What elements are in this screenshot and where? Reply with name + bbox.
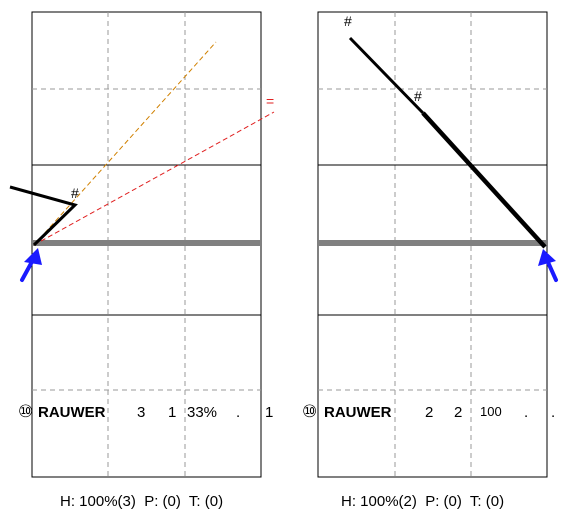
right-arrow-icon xyxy=(538,249,558,282)
left-circled-number: ⑩ xyxy=(18,402,33,421)
left-equal-sign: = xyxy=(266,93,274,109)
right-stat-2: 2 xyxy=(454,404,462,421)
right-stat-1: 2 xyxy=(425,404,433,421)
left-stat-3: 33% xyxy=(187,404,217,421)
left-stat-1: 3 xyxy=(137,404,145,421)
right-path-thick xyxy=(421,111,547,249)
left-player-name: RAUWER xyxy=(38,404,106,421)
left-stat-4: . xyxy=(236,404,240,421)
left-footer: H: 100%(3) P: (0) T: (0) xyxy=(60,493,223,510)
left-dashed-grid xyxy=(32,12,261,477)
right-marker-label-2: # xyxy=(414,88,422,104)
right-footer: H: 100%(2) P: (0) T: (0) xyxy=(341,493,504,510)
left-orange-projection xyxy=(33,41,217,246)
right-stat-4: . xyxy=(524,404,528,421)
left-path xyxy=(9,185,78,247)
left-stat-2: 1 xyxy=(168,404,176,421)
left-row-label: ⑩ RAUWER 3 1 33% . 1 xyxy=(18,402,273,421)
right-marker-label-1: # xyxy=(344,13,352,29)
right-panel: # # ⑩ RAUWER 2 2 100 . . H: 100%(2) P: (… xyxy=(302,11,558,510)
right-stat-3: 100 xyxy=(480,404,502,419)
left-stat-5: 1 xyxy=(265,404,273,421)
left-arrow-icon xyxy=(20,248,42,282)
left-marker-label: # xyxy=(71,185,79,201)
left-panel: = # ⑩ RAUWER 3 1 33% . 1 H: 100%(3) P: (… xyxy=(9,11,275,510)
right-player-name: RAUWER xyxy=(324,404,392,421)
right-circled-number: ⑩ xyxy=(302,402,317,421)
right-row-label: ⑩ RAUWER 2 2 100 . . xyxy=(302,402,555,421)
right-dashed-grid xyxy=(318,12,547,477)
right-path-thin xyxy=(348,36,425,115)
right-stat-5: . xyxy=(551,404,555,421)
left-red-projection xyxy=(33,111,275,246)
